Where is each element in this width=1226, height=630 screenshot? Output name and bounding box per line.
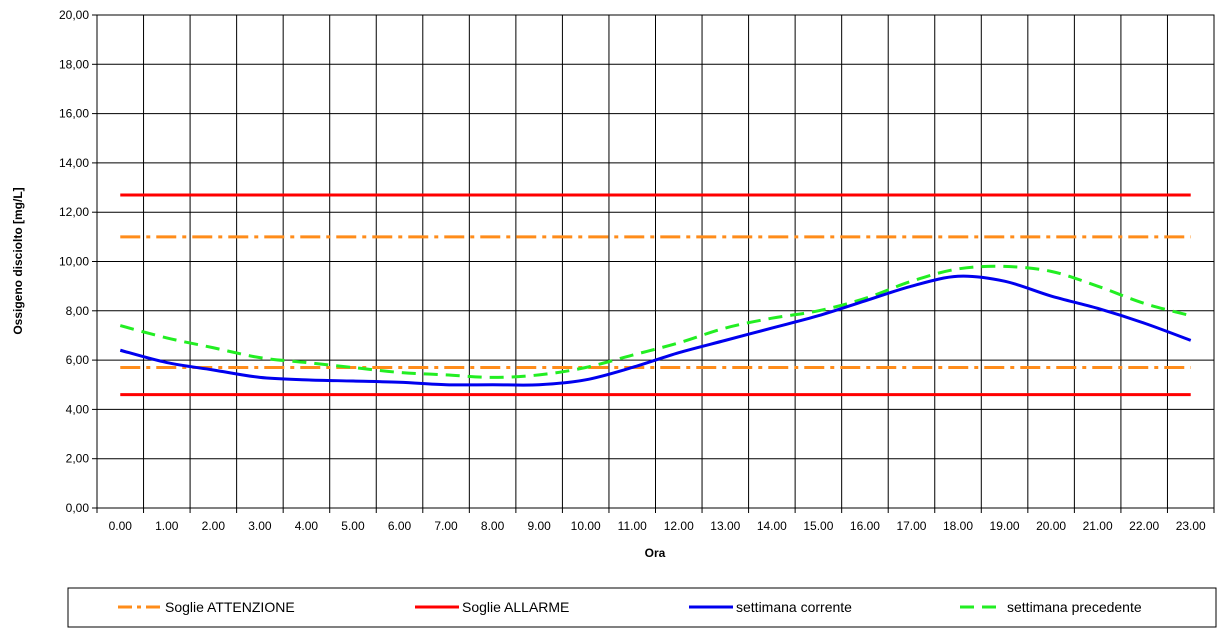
x-tick-label: 4.00: [295, 519, 319, 533]
y-tick-label: 8,00: [66, 304, 90, 318]
x-tick-label: 20.00: [1036, 519, 1066, 533]
x-tick-label: 19.00: [990, 519, 1020, 533]
x-tick-label: 8.00: [481, 519, 505, 533]
x-tick-label: 16.00: [850, 519, 880, 533]
legend-entry: settimana corrente: [736, 599, 852, 615]
x-tick-label: 3.00: [248, 519, 272, 533]
legend-entry: settimana precedente: [1007, 599, 1142, 615]
x-tick-label: 0.00: [109, 519, 133, 533]
x-tick-label: 18.00: [943, 519, 973, 533]
y-tick-labels: 0,00 2,00 4,00 6,00 8,00 10,00 12,00 14,00 16,00…: [59, 8, 89, 515]
y-tick-label: 2,00: [66, 452, 90, 466]
x-tick-label: 23.00: [1176, 519, 1206, 533]
x-tick-label: 17.00: [896, 519, 926, 533]
y-tick-label: 18,00: [59, 57, 89, 71]
y-tick-label: 14,00: [59, 156, 89, 170]
grid-lines: [92, 14, 1215, 513]
x-tick-label: 10.00: [571, 519, 601, 533]
y-tick-label: 0,00: [66, 501, 90, 515]
threshold-lines: [120, 193, 1191, 397]
y-tick-label: 16,00: [59, 107, 89, 121]
x-tick-label: 7.00: [434, 519, 458, 533]
x-tick-label: 22.00: [1129, 519, 1159, 533]
legend-entry: Soglie ALLARME: [462, 599, 569, 615]
x-tick-labels: 0.00 1.00 2.00 3.00 4.00 5.00 6.00 7.00 8.00 9.00…: [109, 519, 1206, 533]
y-tick-label: 20,00: [59, 8, 89, 22]
legend-box: [67, 587, 1217, 628]
x-tick-label: 6.00: [388, 519, 412, 533]
x-tick-label: 15.00: [803, 519, 833, 533]
x-axis-title: Ora: [645, 546, 666, 560]
x-tick-label: 13.00: [710, 519, 740, 533]
y-axis-title: Ossigeno disciolto [mg/L]: [11, 187, 25, 334]
y-tick-label: 10,00: [59, 255, 89, 269]
series-lines: [119, 264, 1192, 387]
x-tick-label: 21.00: [1083, 519, 1113, 533]
legend: Soglie ATTENZIONE Soglie ALLARME settimana…: [67, 587, 1217, 628]
y-tick-label: 4,00: [66, 402, 90, 416]
series-line: [119, 274, 1192, 387]
x-tick-label: 12.00: [664, 519, 694, 533]
y-tick-label: 12,00: [59, 205, 89, 219]
x-tick-label: 5.00: [341, 519, 365, 533]
x-tick-label: 2.00: [202, 519, 226, 533]
x-tick-label: 14.00: [757, 519, 787, 533]
x-tick-label: 1.00: [155, 519, 179, 533]
plot-area: [96, 14, 1215, 509]
series-line: [119, 264, 1192, 379]
legend-entry: Soglie ATTENZIONE: [165, 599, 295, 615]
y-tick-label: 6,00: [66, 353, 90, 367]
x-tick-label: 11.00: [618, 519, 647, 533]
x-tick-label: 9.00: [527, 519, 551, 533]
